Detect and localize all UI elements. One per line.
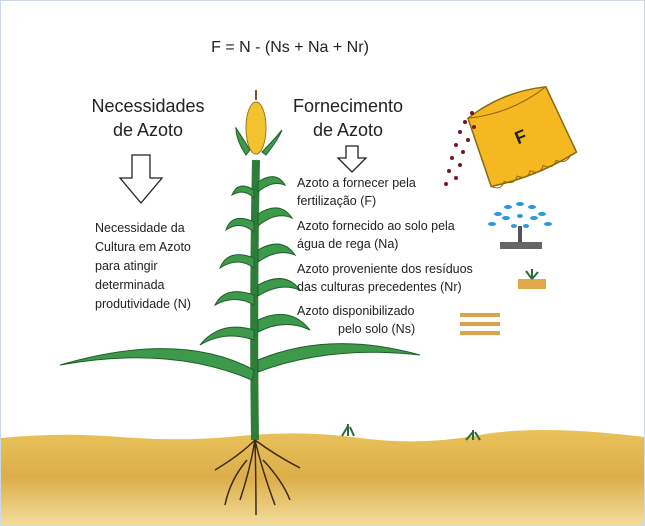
- supply-text: Azoto proveniente dos resíduos: [297, 262, 473, 276]
- supply-text: água de rega (Na): [297, 237, 398, 251]
- needs-text: produtividade (N): [95, 297, 191, 311]
- soil: [1, 430, 644, 525]
- needs-title: Necessidades: [91, 96, 204, 116]
- formula: F = N - (Ns + Na + Nr): [211, 39, 369, 56]
- supply-text: das culturas precedentes (Nr): [297, 280, 462, 294]
- supply-text: Azoto fornecido ao solo pela: [297, 219, 455, 233]
- supply-title: Fornecimento: [293, 96, 403, 116]
- needs-title: de Azoto: [113, 120, 183, 140]
- needs-text: determinada: [95, 278, 165, 292]
- supply-text: Azoto disponibilizado: [297, 304, 414, 318]
- supply-text: pelo solo (Ns): [338, 322, 415, 336]
- supply-text: fertilização (F): [297, 194, 376, 208]
- diagram: F = N - (Ns + Na + Nr) Necessidades de A…: [0, 0, 645, 526]
- supply-title: de Azoto: [313, 120, 383, 140]
- supply-text: Azoto a fornecer pela: [297, 176, 416, 190]
- needs-text: para atingir: [95, 259, 158, 273]
- soil-layers: [460, 313, 500, 335]
- page: F = N - (Ns + Na + Nr) Necessidades de A…: [0, 0, 645, 526]
- needs-text: Necessidade da: [95, 221, 185, 235]
- needs-text: Cultura em Azoto: [95, 240, 191, 254]
